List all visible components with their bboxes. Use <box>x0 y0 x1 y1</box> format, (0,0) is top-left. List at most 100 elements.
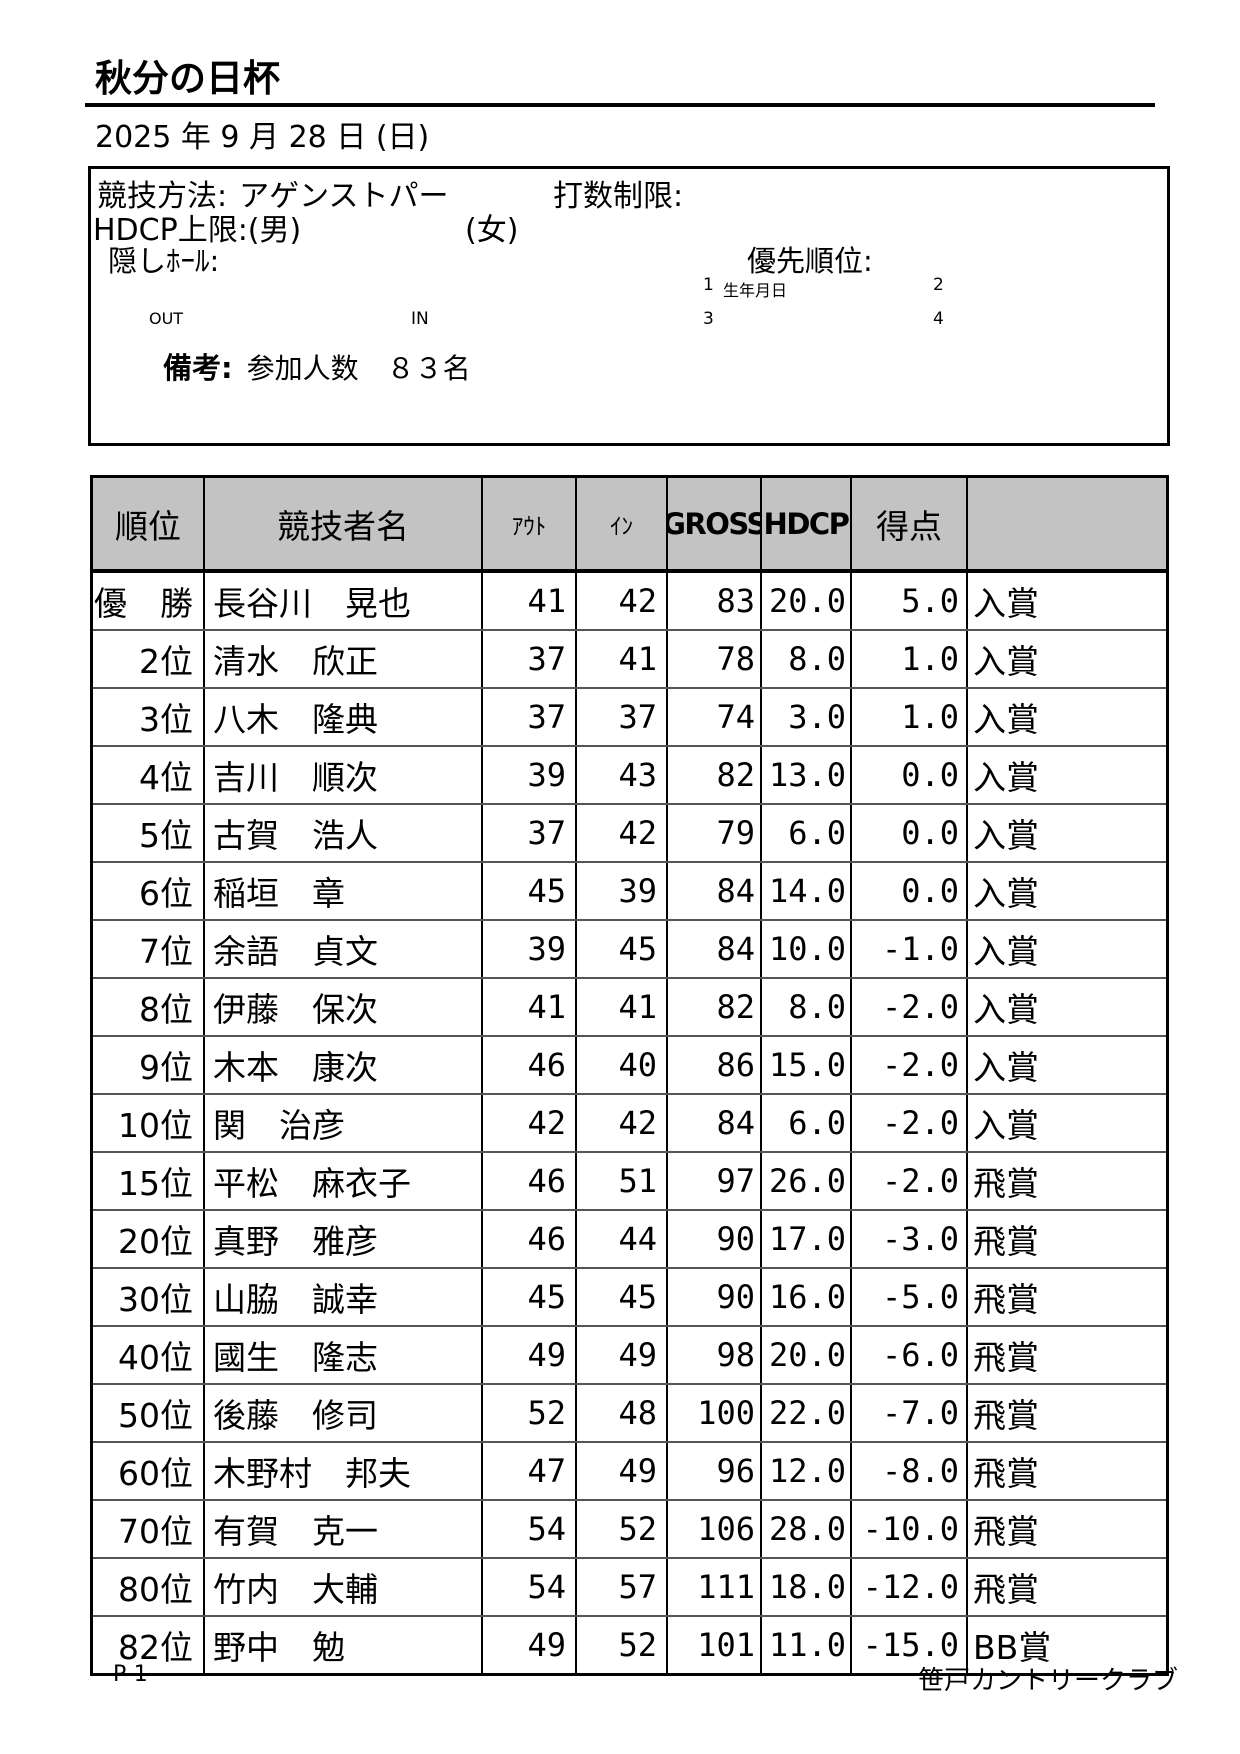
club-name: 笹戸カントリークラブ <box>918 1666 1179 1696</box>
header-points: 得点 <box>852 478 968 569</box>
title-underline <box>85 103 1155 107</box>
table-row: 15位 平松 麻衣子 46 51 97 26.0 -2.0 飛賞 <box>93 1151 1166 1209</box>
hdcp-cell: 3.0 <box>762 689 852 745</box>
table-body: 優 勝長谷川 晃也 41 42 83 20.0 5.0 入賞 2位 清水 欣正 37 41 78 8.0… <box>93 573 1166 1673</box>
table-row: 82位 野中 勉 49 52 101 11.0 -15.0 BB賞 <box>93 1615 1166 1673</box>
rank-cell: 4位 <box>93 747 205 803</box>
rank-cell: 5位 <box>93 805 205 861</box>
rank-cell: 30位 <box>93 1269 205 1325</box>
award-cell: 入賞 <box>973 990 1039 1029</box>
player-name-cell: 後藤 修司 <box>205 1385 483 1441</box>
gross-score-cell: 96 <box>668 1443 762 1499</box>
in-score-cell: 51 <box>577 1153 668 1209</box>
table-row: 50位 後藤 修司 52 48 100 22.0 -7.0 飛賞 <box>93 1383 1166 1441</box>
in-score-cell: 48 <box>577 1385 668 1441</box>
hdcp-cell: 20.0 <box>762 1327 852 1383</box>
out-score-cell: 42 <box>483 1095 577 1151</box>
award-cell: 入賞 <box>973 642 1039 681</box>
rank-cell: 40位 <box>93 1327 205 1383</box>
player-name-cell: 野中 勉 <box>205 1617 483 1673</box>
in-score-cell: 42 <box>577 1095 668 1151</box>
priority-1-number: 1 <box>703 275 714 295</box>
table-row: 20位 真野 雅彦 46 44 90 17.0 -3.0 飛賞 <box>93 1209 1166 1267</box>
in-score-cell: 42 <box>577 573 668 629</box>
priority-2-number: 2 <box>933 275 944 295</box>
hdcp-cell: 26.0 <box>762 1153 852 1209</box>
table-row: 5位 古賀 浩人 37 42 79 6.0 0.0 入賞 <box>93 803 1166 861</box>
results-table: 順位 競技者名 ｱｳﾄ ｲﾝ GROSS HDCP 得点 優 勝長谷川 晃也 41… <box>90 475 1169 1676</box>
hidden-hole-label: 隠しﾎｰﾙ: <box>108 244 220 278</box>
award-cell: 入賞 <box>973 1048 1039 1087</box>
hdcp-cell: 28.0 <box>762 1501 852 1557</box>
gross-score-cell: 111 <box>668 1559 762 1615</box>
award-cell: 入賞 <box>973 1106 1039 1145</box>
hdcp-cell: 12.0 <box>762 1443 852 1499</box>
player-name-cell: 國生 隆志 <box>205 1327 483 1383</box>
points-cell: 0.0 <box>852 805 968 861</box>
priority-label: 優先順位: <box>747 244 873 278</box>
rank-cell: 6位 <box>93 863 205 919</box>
player-name-cell: 清水 欣正 <box>205 631 483 687</box>
player-name-cell: 平松 麻衣子 <box>205 1153 483 1209</box>
page-number: P-1 <box>113 1662 148 1687</box>
player-name-cell: 山脇 誠幸 <box>205 1269 483 1325</box>
points-cell: -7.0 <box>852 1385 968 1441</box>
in-score-cell: 49 <box>577 1443 668 1499</box>
points-cell: -10.0 <box>852 1501 968 1557</box>
gross-score-cell: 79 <box>668 805 762 861</box>
table-row: 60位 木野村 邦夫 47 49 96 12.0 -8.0 飛賞 <box>93 1441 1166 1499</box>
points-cell: -2.0 <box>852 1153 968 1209</box>
hdcp-cell: 6.0 <box>762 1095 852 1151</box>
gross-score-cell: 106 <box>668 1501 762 1557</box>
in-score-cell: 52 <box>577 1501 668 1557</box>
gross-score-cell: 101 <box>668 1617 762 1673</box>
award-cell: 飛賞 <box>973 1338 1039 1377</box>
out-score-cell: 45 <box>483 863 577 919</box>
priority-1-value: 生年月日 <box>723 281 788 300</box>
gross-score-cell: 78 <box>668 631 762 687</box>
hdcp-cell: 11.0 <box>762 1617 852 1673</box>
award-cell: 飛賞 <box>973 1512 1039 1551</box>
hdcp-limit-label: HDCP上限:(男) <box>93 213 302 248</box>
out-score-cell: 37 <box>483 805 577 861</box>
rank-cell: 50位 <box>93 1385 205 1441</box>
competition-method-line: 競技方法: アゲンストパー <box>97 171 449 215</box>
rank-cell: 70位 <box>93 1501 205 1557</box>
table-row: 30位 山脇 誠幸 45 45 90 16.0 -5.0 飛賞 <box>93 1267 1166 1325</box>
table-row: 6位 稲垣 章 45 39 84 14.0 0.0 入賞 <box>93 861 1166 919</box>
out-score-cell: 37 <box>483 689 577 745</box>
table-row: 10位関 治彦 42 42 84 6.0 -2.0 入賞 <box>93 1093 1166 1151</box>
award-cell: BB賞 <box>973 1628 1052 1667</box>
gross-score-cell: 84 <box>668 921 762 977</box>
hdcp-cell: 18.0 <box>762 1559 852 1615</box>
in-score-cell: 57 <box>577 1559 668 1615</box>
points-cell: -15.0 <box>852 1617 968 1673</box>
rank-cell: 2位 <box>93 631 205 687</box>
rank-cell: 80位 <box>93 1559 205 1615</box>
award-cell: 入賞 <box>973 700 1039 739</box>
points-cell: -3.0 <box>852 1211 968 1267</box>
points-cell: 0.0 <box>852 863 968 919</box>
player-name-cell: 吉川 順次 <box>205 747 483 803</box>
player-name-cell: 古賀 浩人 <box>205 805 483 861</box>
hdcp-cell: 6.0 <box>762 805 852 861</box>
player-name-cell: 関 治彦 <box>205 1095 483 1151</box>
rank-cell: 8位 <box>93 979 205 1035</box>
rank-cell: 20位 <box>93 1211 205 1267</box>
out-score-cell: 39 <box>483 921 577 977</box>
in-score-cell: 41 <box>577 979 668 1035</box>
competition-info-box: 競技方法: アゲンストパー 打数制限: HDCP上限:(男) (女) 隠しﾎｰﾙ:… <box>88 166 1170 446</box>
rank-cell: 優 勝 <box>93 573 205 629</box>
out-score-cell: 54 <box>483 1501 577 1557</box>
in-label: IN <box>411 309 429 329</box>
points-cell: -2.0 <box>852 1095 968 1151</box>
out-score-cell: 41 <box>483 573 577 629</box>
points-cell: 1.0 <box>852 689 968 745</box>
in-score-cell: 45 <box>577 1269 668 1325</box>
in-score-cell: 44 <box>577 1211 668 1267</box>
points-cell: -8.0 <box>852 1443 968 1499</box>
hdcp-cell: 10.0 <box>762 921 852 977</box>
header-gross: GROSS <box>668 478 762 569</box>
player-name-cell: 真野 雅彦 <box>205 1211 483 1267</box>
in-score-cell: 43 <box>577 747 668 803</box>
